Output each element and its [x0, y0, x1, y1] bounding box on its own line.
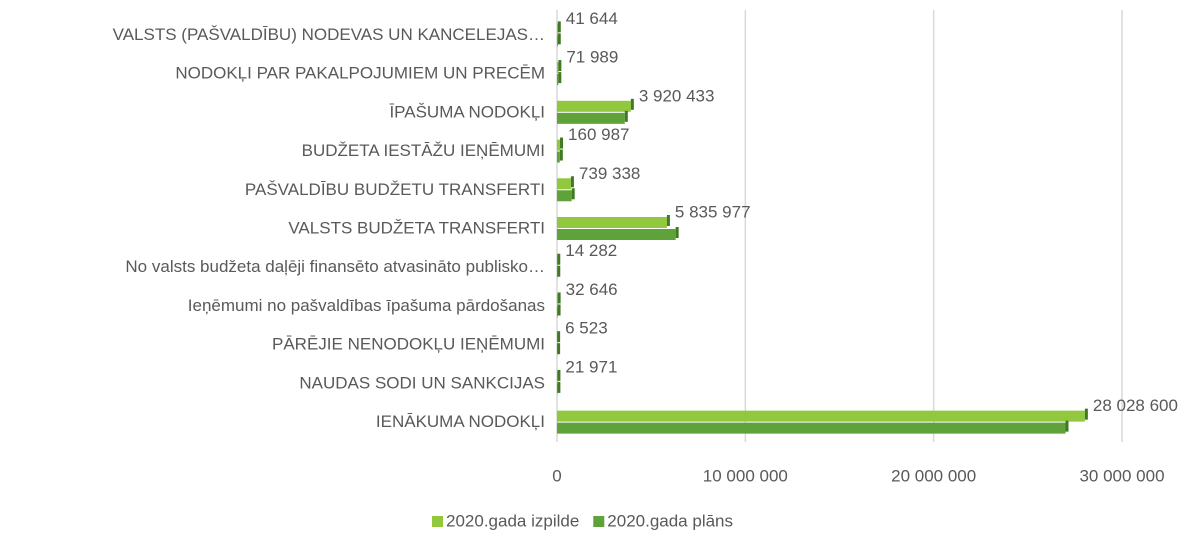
- bar: [557, 294, 558, 305]
- bar: [557, 23, 558, 34]
- legend-label: 2020.gada izpilde: [446, 511, 579, 530]
- bar-side: [558, 21, 561, 32]
- bar: [557, 423, 1066, 434]
- y-tick-label: BUDŽETA IESTĀŽU IEŅĒMUMI: [302, 141, 545, 160]
- y-tick-label: NODOKĻI PAR PAKALPOJUMIEM UN PRECĒM: [175, 64, 545, 83]
- bar: [557, 217, 667, 228]
- bar: [557, 113, 625, 124]
- bar: [557, 152, 560, 163]
- data-label: 6 523: [565, 319, 608, 338]
- bar: [557, 62, 558, 73]
- data-label: 28 028 600: [1093, 396, 1178, 415]
- bar-side: [558, 72, 561, 83]
- bar-side: [667, 215, 670, 226]
- bar-side: [1085, 409, 1088, 420]
- y-tick-label: PĀRĒJIE NENODOKĻU IEŅĒMUMI: [272, 335, 545, 354]
- x-tick-label: 30 000 000: [1079, 466, 1164, 485]
- y-tick-label: VALSTS BUDŽETA TRANSFERTI: [288, 218, 545, 237]
- data-label: 739 338: [579, 164, 640, 183]
- data-label: 3 920 433: [639, 86, 715, 105]
- bar-side: [631, 99, 634, 110]
- bar-side: [557, 370, 560, 381]
- bar-side: [558, 304, 561, 315]
- data-label: 14 282: [565, 241, 617, 260]
- y-tick-label: VALSTS (PAŠVALDĪBU) NODEVAS UN KANCELEJA…: [113, 25, 545, 44]
- x-tick-label: 20 000 000: [891, 466, 976, 485]
- bar-side: [625, 111, 628, 122]
- bar-side: [558, 33, 561, 44]
- bar-side: [558, 292, 561, 303]
- bar-side: [557, 254, 560, 265]
- bar: [557, 306, 558, 317]
- bar-side: [560, 150, 563, 161]
- y-tick-label: NAUDAS SODI UN SANKCIJAS: [299, 373, 545, 392]
- bar: [557, 140, 560, 151]
- legend-swatch: [593, 516, 604, 527]
- bar: [557, 101, 631, 112]
- y-tick-label: Ieņēmumi no pašvaldības īpašuma pārdošan…: [188, 296, 545, 315]
- bar-side: [557, 266, 560, 277]
- bar-side: [557, 331, 560, 342]
- bar: [557, 74, 558, 85]
- bar-side: [557, 343, 560, 354]
- bar: [557, 178, 571, 189]
- y-tick-label: ĪPAŠUMA NODOKĻI: [389, 102, 545, 121]
- y-tick-label: PAŠVALDĪBU BUDŽETU TRANSFERTI: [245, 180, 545, 199]
- bar-side: [558, 60, 561, 71]
- bar-side: [557, 382, 560, 393]
- bar-side: [572, 188, 575, 199]
- y-tick-label: IENĀKUMA NODOKĻI: [376, 412, 545, 431]
- y-tick-label: No valsts budžeta daļēji finansēto atvas…: [125, 257, 545, 276]
- bar: [557, 229, 676, 240]
- x-tick-label: 0: [552, 466, 561, 485]
- data-label: 160 987: [568, 125, 629, 144]
- bar-side: [676, 227, 679, 238]
- data-label: 71 989: [566, 48, 618, 67]
- bar: [557, 411, 1085, 422]
- data-label: 32 646: [566, 280, 618, 299]
- legend-label: 2020.gada plāns: [607, 511, 733, 530]
- data-label: 41 644: [566, 9, 618, 28]
- data-label: 21 971: [565, 357, 617, 376]
- bar: [557, 35, 558, 46]
- bar: [557, 190, 572, 201]
- bar-side: [571, 176, 574, 187]
- legend-swatch: [432, 516, 443, 527]
- bar-side: [560, 138, 563, 149]
- x-tick-label: 10 000 000: [703, 466, 788, 485]
- data-label: 5 835 977: [675, 202, 751, 221]
- bar-side: [1066, 421, 1069, 432]
